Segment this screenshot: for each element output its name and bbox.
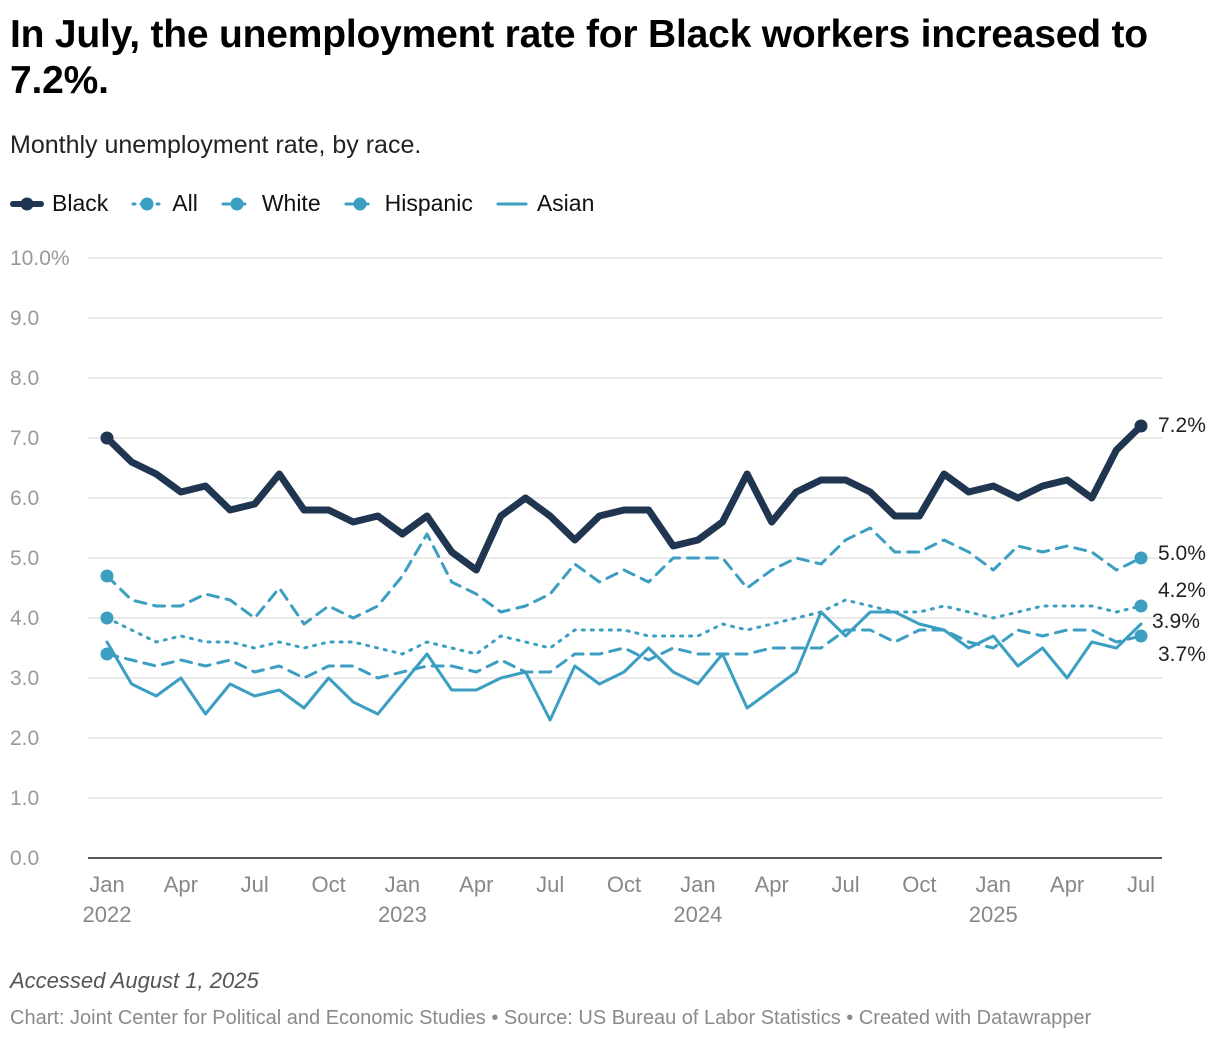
legend-item-all: All: [130, 190, 198, 217]
legend-swatch-asian: [496, 202, 528, 205]
legend-item-white: White: [220, 190, 321, 217]
series-line-all: [105, 598, 1143, 656]
legend-item-hispanic: Hispanic: [343, 190, 473, 217]
legend-swatch-hispanic: [344, 197, 376, 210]
line-chart: 0.0 1.0 2.0 3.0 4.0 5.0 6.0 7.0 8.0 9.0 10.0% Jan 20…: [10, 247, 1206, 927]
x-tick-year-label: 2024: [673, 902, 722, 927]
y-tick-label: 5.0: [10, 547, 39, 570]
end-point-white: [1134, 629, 1148, 643]
x-tick-label: Jul: [536, 872, 564, 897]
x-tick-label: Oct: [607, 872, 641, 897]
legend-swatch-all: [131, 197, 163, 210]
y-tick-label: 4.0: [10, 607, 39, 630]
x-tick-label: Jan: [89, 872, 124, 897]
chart-credits: Chart: Joint Center for Political and Ec…: [10, 1007, 1092, 1029]
y-tick-label: 3.0: [10, 667, 39, 690]
legend-item-asian: Asian: [495, 190, 595, 217]
series-line-asian: [105, 610, 1143, 722]
x-tick-label: Oct: [902, 872, 936, 897]
legend-swatch-white: [221, 197, 253, 210]
y-tick-label: 1.0: [10, 787, 39, 810]
x-tick-label: Jul: [832, 872, 860, 897]
y-tick-label: 7.0: [10, 427, 39, 450]
y-tick-label: 9.0: [10, 307, 39, 330]
x-tick-label: Oct: [311, 872, 345, 897]
end-label-hispanic: 5.0%: [1158, 542, 1206, 565]
series-line-white: [105, 628, 1143, 680]
x-tick-label: Jan: [385, 872, 420, 897]
accessed-note: Accessed August 1, 2025: [10, 968, 259, 993]
y-tick-label: 6.0: [10, 487, 39, 510]
end-point-black: [1134, 419, 1148, 433]
end-point-all: [1134, 599, 1148, 613]
legend: Black All White Hispanic Asian: [10, 190, 616, 217]
series-line-black: [103, 422, 1145, 574]
x-tick-year-label: 2025: [969, 902, 1018, 927]
start-point-all: [100, 611, 114, 625]
end-label-all: 4.2%: [1158, 579, 1206, 602]
y-tick-label: 8.0: [10, 367, 39, 390]
start-point-white: [100, 647, 114, 661]
x-tick-year-label: 2023: [378, 902, 427, 927]
x-tick-label: Apr: [459, 872, 493, 897]
x-tick-label: Apr: [164, 872, 198, 897]
legend-item-black: Black: [10, 190, 108, 217]
end-label-white: 3.7%: [1158, 643, 1206, 666]
y-tick-label: 2.0: [10, 727, 39, 750]
chart-subtitle: Monthly unemployment rate, by race.: [10, 131, 422, 159]
end-label-asian: 3.9%: [1152, 610, 1200, 633]
x-tick-label: Jul: [241, 872, 269, 897]
end-point-hispanic: [1134, 551, 1148, 565]
chart-title: In July, the unemployment rate for Black…: [10, 13, 1148, 102]
start-point-hispanic: [100, 569, 114, 583]
y-tick-label: 0.0: [10, 847, 39, 870]
x-tick-year-label: 2022: [83, 902, 132, 927]
legend-label: White: [261, 190, 321, 216]
start-point-black: [100, 431, 114, 445]
legend-swatch-black: [10, 197, 44, 210]
legend-label: Asian: [536, 190, 595, 216]
y-tick-label: 10.0%: [10, 247, 70, 270]
end-label-black: 7.2%: [1158, 414, 1206, 437]
legend-label: All: [172, 190, 198, 216]
legend-label: Black: [52, 190, 109, 216]
x-tick-label: Apr: [755, 872, 789, 897]
x-tick-label: Jan: [976, 872, 1011, 897]
legend-label: Hispanic: [384, 190, 473, 216]
series-line-hispanic: [105, 526, 1143, 626]
x-tick-label: Apr: [1050, 872, 1084, 897]
x-tick-label: Jul: [1127, 872, 1155, 897]
x-tick-label: Jan: [680, 872, 715, 897]
